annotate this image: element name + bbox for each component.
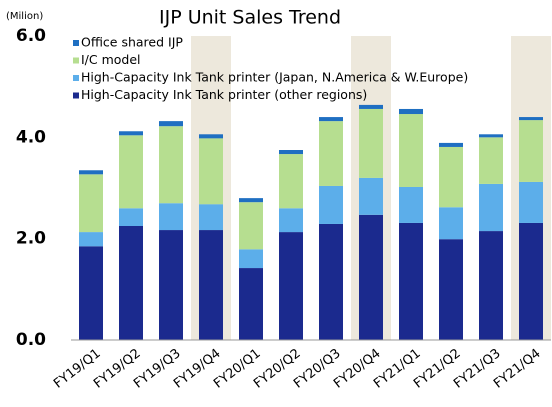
bar-segment [519, 120, 543, 182]
legend-swatch [73, 92, 79, 99]
bar-segment [359, 214, 383, 340]
bar-segment [319, 121, 343, 186]
bar-segment [239, 268, 263, 340]
y-unit: (Milion) [6, 11, 43, 22]
legend-label: High-Capacity Ink Tank printer (other re… [81, 87, 367, 102]
y-tick-label: 4.0 [16, 127, 46, 147]
legend-swatch [73, 75, 79, 81]
bar-segment [519, 181, 543, 223]
bar-segment [119, 135, 143, 209]
bar-segment [399, 108, 423, 115]
bar-segment [79, 246, 103, 340]
bar-segment [319, 223, 343, 340]
bar-segment [279, 232, 303, 340]
bar-segment [119, 226, 143, 340]
bar-segment [439, 207, 463, 240]
bar-segment [199, 204, 223, 231]
bar-segment [239, 249, 263, 269]
bar-segment [279, 150, 303, 155]
bar-segment [519, 222, 543, 340]
y-tick-label: 6.0 [16, 26, 46, 46]
bar-segment [239, 202, 263, 250]
bar-segment [439, 146, 463, 208]
legend-swatch [73, 57, 79, 64]
bar-segment [119, 208, 143, 226]
bar-segment [479, 137, 503, 184]
bar-segment [439, 142, 463, 147]
bar-segment [399, 222, 423, 340]
bar-segment [519, 117, 543, 121]
bar-segment [319, 117, 343, 122]
bar-segment [199, 134, 223, 139]
bar-segment [359, 108, 383, 178]
bar-segment [119, 131, 143, 136]
bar-segment [479, 183, 503, 232]
bar-segment [79, 170, 103, 175]
bar-segment [279, 154, 303, 209]
bar-segment [79, 174, 103, 233]
bar-segment [199, 138, 223, 205]
bar-segment [79, 232, 103, 247]
bar-segment [159, 203, 183, 231]
bar-segment [319, 185, 343, 224]
bar-segment [359, 104, 383, 109]
bar-segment [199, 230, 223, 340]
bar-segment [159, 230, 183, 340]
bar-segment [479, 134, 503, 138]
y-tick-label: 0.0 [16, 330, 46, 350]
y-tick-label: 2.0 [16, 229, 46, 249]
legend-label: Office shared IJP [81, 35, 183, 50]
chart-title: IJP Unit Sales Trend [159, 7, 341, 29]
bar-segment [159, 126, 183, 204]
legend-label: High-Capacity Ink Tank printer (Japan, N… [81, 70, 468, 85]
bar-segment [479, 231, 503, 340]
legend-swatch [73, 40, 79, 46]
bar-segment [159, 121, 183, 127]
bar-segment [399, 114, 423, 187]
bar-segment [359, 177, 383, 215]
bar-segment [279, 208, 303, 233]
bar-segment [439, 239, 463, 340]
bar-segment [239, 198, 263, 203]
bar-segment [399, 186, 423, 223]
legend-label: I/C model [81, 52, 141, 67]
